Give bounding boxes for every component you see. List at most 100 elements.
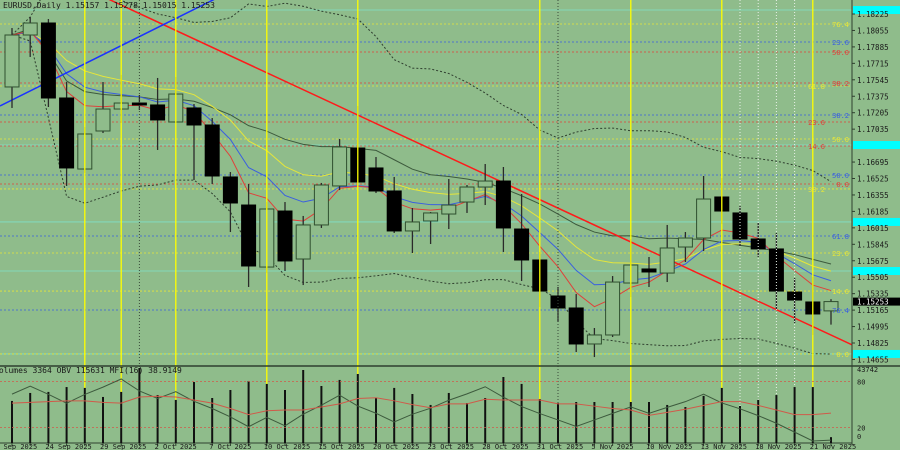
price-tick-label: 1.15675 [857, 257, 889, 266]
mfi-line [11, 395, 832, 416]
date-label: 13 Nov 2025 [701, 443, 747, 450]
open-value: 1.15157 [65, 1, 100, 10]
trendline [108, 0, 852, 346]
candle-bear [277, 210, 293, 262]
price-tick-label: 1.16355 [857, 191, 889, 200]
candle-bear [40, 22, 56, 99]
price-tick-label: 1.15505 [857, 273, 889, 282]
fib-level-label: 14.6 [832, 288, 849, 296]
indicator-tick-label: 20 [857, 425, 865, 433]
price-tick-label: 1.15165 [857, 306, 889, 315]
candle-bear [222, 176, 238, 204]
candle-bear [514, 228, 530, 261]
candle-bull [677, 237, 693, 248]
close-value: 1.15253 [181, 1, 215, 10]
fib-level-label: 14.6 [808, 143, 825, 151]
candle-bear [550, 295, 566, 309]
candle-bear [368, 167, 384, 192]
fib-level-label: 61.8 [808, 83, 825, 91]
price-tick-label: 1.16695 [857, 158, 889, 167]
date-label: 2 Oct 2025 [155, 443, 197, 450]
indicator-tick-label: 43742 [857, 366, 878, 374]
candle-bull [659, 247, 675, 274]
ema-mid-line [11, 31, 832, 286]
date-label: 20 Oct 2025 [373, 443, 419, 450]
date-label: 21 Nov 2025 [810, 443, 856, 450]
fib-level-label: 38.2 [832, 112, 849, 120]
fib-level-label: 50.0 [832, 172, 849, 180]
candle-bull [696, 198, 712, 239]
candle-bear [641, 268, 657, 273]
fib-level-label: 38.2 [832, 80, 849, 88]
bollinger-upper [11, 0, 832, 183]
date-label: 10 Oct 2025 [264, 443, 310, 450]
candle-bull [586, 334, 602, 345]
fib-level-label: 23.6 [832, 39, 849, 47]
price-pane [0, 0, 852, 358]
fib-level-label: 0.0 [836, 351, 849, 359]
price-tick-label: 1.17545 [857, 76, 889, 85]
symbol-label: EURUSD,Daily [3, 1, 61, 10]
high-value: 1.15278 [104, 1, 138, 10]
date-label: 18 Nov 2025 [755, 443, 801, 450]
fib-level-label: 23.6 [832, 250, 849, 258]
indicator-tick-label: 0 [857, 433, 861, 441]
cyan-level-marker [853, 6, 900, 15]
price-tick-label: 1.16525 [857, 175, 889, 184]
fib-level-label: 61.8 [832, 233, 849, 241]
indicator-tick-label: 80 [857, 379, 865, 387]
date-label: 5 Nov 2025 [591, 443, 633, 450]
date-label: 28 Oct 2025 [482, 443, 528, 450]
cyan-level-marker [853, 267, 900, 276]
cyan-level-marker [853, 141, 900, 150]
cyan-level-marker [853, 349, 900, 358]
bollinger-lower [11, 34, 832, 355]
price-tick-label: 1.16015 [857, 224, 889, 233]
price-tick-label: 1.17375 [857, 92, 889, 101]
candle-bull [459, 186, 475, 203]
date-label: 23 Oct 2025 [428, 443, 474, 450]
fib-level-label: 23.6 [808, 119, 825, 127]
candle-bull [477, 180, 493, 188]
price-tick-label: 1.15335 [857, 290, 889, 299]
candle-bull [313, 184, 329, 226]
candle-bear [386, 190, 402, 232]
ema-fast-line [11, 30, 832, 308]
price-tick-label: 1.18055 [857, 26, 889, 35]
candle-bull [823, 301, 839, 312]
fib-level-label: 0.0 [836, 181, 849, 189]
candle-bear [568, 307, 584, 345]
date-label: 19 Sep 2025 [0, 443, 37, 450]
fib-level-label: 76.4 [832, 307, 849, 315]
candle-bull [605, 281, 621, 336]
price-tick-label: 1.16185 [857, 207, 889, 216]
date-label: 31 Oct 2025 [537, 443, 583, 450]
candle-bull [332, 146, 348, 187]
chart-header: EURUSD,Daily 1.15157 1.15278 1.15015 1.1… [3, 1, 215, 10]
fib-level-label: 76.4 [832, 21, 849, 29]
candle-bull [22, 22, 38, 36]
trendline [0, 0, 215, 107]
candle-bear [204, 124, 220, 177]
candle-bear [150, 104, 166, 121]
candle-bull [441, 204, 457, 215]
price-tick-label: 1.17035 [857, 125, 889, 134]
candle-bull [95, 108, 111, 132]
candle-bull [404, 221, 420, 232]
date-label: 24 Sep 2025 [45, 443, 91, 450]
price-tick-label: 1.15845 [857, 240, 889, 249]
current-price-label: 1.15253 [857, 298, 889, 307]
candle-bear [241, 204, 257, 267]
price-tick-label: 1.17885 [857, 43, 889, 52]
date-label: 29 Sep 2025 [100, 443, 146, 450]
obv-line [11, 378, 832, 442]
fib-level-label: 38.2 [808, 186, 825, 194]
candle-bear [495, 180, 511, 229]
candle-bear [787, 291, 803, 301]
date-label: 7 Oct 2025 [209, 443, 251, 450]
candle-bull [295, 224, 311, 260]
candle-bull [4, 34, 20, 88]
price-tick-label: 1.14995 [857, 323, 889, 332]
low-value: 1.15015 [142, 1, 177, 10]
